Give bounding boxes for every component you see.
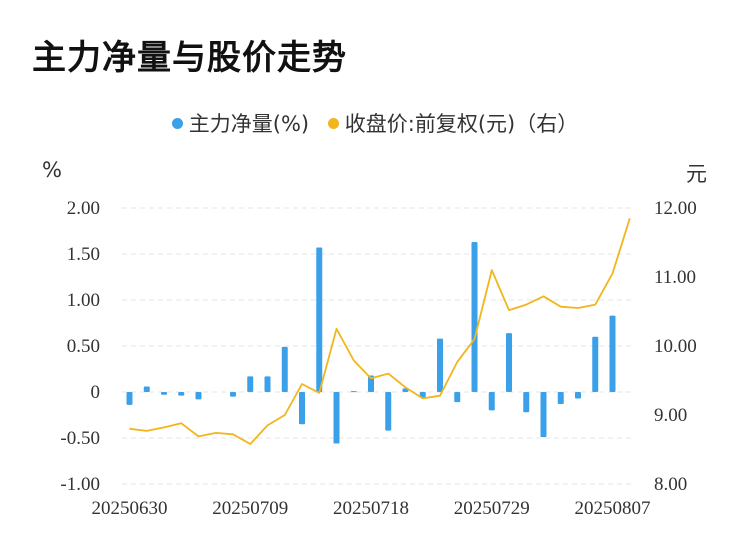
y-left-tick-label: 1.50	[67, 244, 100, 265]
y-right-tick-label: 11.00	[654, 267, 696, 288]
legend-item-close-price[interactable]: 收盘价:前复权(元)（右）	[327, 108, 579, 138]
page-title: 主力净量与股价走势	[32, 38, 347, 78]
net-volume-bar	[557, 392, 564, 404]
y-right-tick-label: 10.00	[654, 336, 697, 357]
net-volume-bar	[178, 392, 185, 396]
net-volume-bar	[385, 392, 392, 431]
legend-label-close-price: 收盘价:前复权(元)（右）	[344, 112, 579, 136]
y-left-tick-label: -1.00	[60, 474, 100, 495]
net-volume-bar	[161, 392, 167, 395]
net-volume-bar	[575, 392, 581, 399]
x-tick-label: 20250807	[575, 498, 651, 519]
legend-label-net-volume: 主力净量(%)	[188, 112, 310, 136]
legend-item-net-volume[interactable]: 主力净量(%)	[171, 108, 310, 138]
x-tick-label: 20250630	[92, 498, 168, 519]
y-right-tick-label: 9.00	[654, 405, 687, 426]
net-volume-bar	[540, 392, 547, 438]
y-right-tick-label: 8.00	[654, 474, 687, 495]
y-left-tick-label: 0.50	[67, 336, 100, 357]
net-volume-bar	[592, 336, 599, 392]
legend-line-marker-icon	[327, 118, 339, 129]
net-volume-bar	[299, 392, 305, 425]
net-volume-bar	[333, 392, 340, 444]
net-volume-bar	[419, 392, 426, 398]
x-tick-label: 20250718	[333, 498, 409, 519]
net-volume-bar	[247, 376, 254, 392]
net-volume-bar	[368, 375, 374, 392]
net-volume-bar	[506, 333, 512, 392]
x-tick-label: 20250729	[454, 498, 530, 519]
net-volume-bar	[609, 315, 616, 392]
net-volume-bar	[350, 391, 357, 393]
net-volume-bar	[523, 392, 530, 413]
left-axis-unit: %	[42, 158, 62, 182]
net-volume-bar	[143, 386, 150, 392]
net-volume-bar	[126, 392, 133, 405]
y-right-tick-label: 12.00	[654, 198, 697, 219]
close-price-line	[129, 218, 631, 445]
net-volume-bar	[471, 242, 478, 392]
y-left-tick-label: 0	[91, 382, 101, 403]
net-volume-bar	[195, 392, 202, 400]
y-left-tick-label: -0.50	[60, 428, 100, 449]
net-volume-bar	[316, 247, 323, 392]
net-volume-bar	[454, 392, 461, 403]
y-left-tick-label: 2.00	[67, 198, 100, 219]
legend: 主力净量(%) 收盘价:前复权(元)（右）	[0, 108, 750, 138]
net-volume-bar	[437, 338, 443, 392]
right-axis-unit: 元	[686, 162, 707, 186]
net-volume-bar	[488, 392, 495, 411]
net-volume-bar	[264, 376, 271, 392]
legend-bar-marker-icon	[171, 118, 183, 129]
y-left-tick-label: 1.00	[67, 290, 100, 311]
net-volume-bar	[230, 392, 236, 397]
x-tick-label: 20250709	[212, 498, 288, 519]
net-volume-bar	[281, 346, 288, 392]
